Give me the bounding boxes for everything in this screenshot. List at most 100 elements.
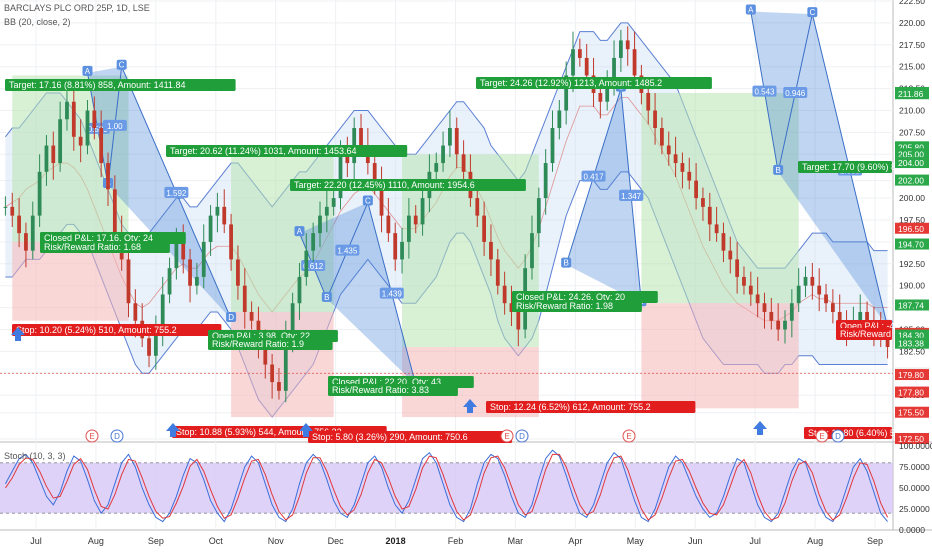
ratio-badge xyxy=(379,287,404,299)
price-tag[interactable] xyxy=(895,148,929,160)
price-tag[interactable] xyxy=(895,433,929,444)
trade-label: Target: 20.62 (11.24%) 1031, Amount: 145… xyxy=(170,146,356,156)
trade-label: Target: 17.70 (9.60%) 885 xyxy=(802,162,906,172)
candle-body xyxy=(236,259,240,286)
trade-label: Risk/Reward Ratio: 1.98 xyxy=(516,301,613,311)
candle-body xyxy=(3,206,8,208)
candle-body xyxy=(30,215,35,251)
time-tick-label: Jul xyxy=(30,536,42,546)
pattern-point-marker xyxy=(321,291,332,302)
stoch-d-line xyxy=(5,453,889,521)
candle-body xyxy=(564,75,569,111)
candle-body xyxy=(195,276,199,286)
pattern-point-label: A xyxy=(748,6,754,15)
earnings-marker-icon[interactable] xyxy=(815,429,829,443)
candle-body xyxy=(865,311,869,321)
candle-body xyxy=(304,250,309,277)
candle-body xyxy=(748,285,753,295)
price-tick-label: 197.50 xyxy=(899,215,925,225)
candle-body xyxy=(577,49,582,58)
price-axis[interactable]: 222.50220.00217.50215.00212.50210.00207.… xyxy=(0,0,929,444)
candle-body xyxy=(208,215,213,242)
candle-body xyxy=(707,206,712,225)
candle-body xyxy=(742,276,746,286)
price-tick-label: 182.50 xyxy=(899,346,925,356)
candle-body xyxy=(810,276,815,286)
candle-body xyxy=(885,338,890,348)
dividend-marker-icon[interactable] xyxy=(515,429,529,443)
candle-body xyxy=(386,215,391,234)
pattern-point-marker xyxy=(294,226,305,237)
pattern-point-marker xyxy=(362,195,373,206)
long-entry-arrow-icon xyxy=(299,423,313,437)
ratio-badge xyxy=(102,119,127,131)
price-tag[interactable] xyxy=(895,222,929,234)
time-tick-label: May xyxy=(627,536,645,546)
price-tag-value: 172.50 xyxy=(898,434,924,444)
candle-body xyxy=(783,320,787,330)
candle-body xyxy=(550,128,555,164)
price-tick-label: 210.00 xyxy=(899,106,925,116)
pattern-point-marker xyxy=(82,65,93,76)
earnings-marker-icon[interactable] xyxy=(622,429,636,443)
price-tag[interactable] xyxy=(895,299,929,311)
candle-body xyxy=(502,285,507,304)
price-tick-label: 220.00 xyxy=(899,18,925,28)
candle-body xyxy=(263,347,268,365)
trade-label: Closed P&L: 17.16, Qty: 24 xyxy=(44,233,153,243)
price-tick-label: 215.00 xyxy=(899,62,925,72)
ratio-label: 1.347 xyxy=(621,192,642,201)
candle-body xyxy=(618,40,623,58)
price-tag[interactable] xyxy=(895,238,929,250)
pattern-point-label: B xyxy=(324,293,329,302)
candle-body xyxy=(803,276,808,286)
trade-label: Stop: 5.80 (3.26%) 290, Amount: 750.6 xyxy=(312,432,468,442)
price-tag[interactable] xyxy=(895,174,929,186)
price-tag[interactable] xyxy=(895,88,929,100)
earnings-marker-icon[interactable] xyxy=(85,429,99,443)
candle-body xyxy=(557,110,562,129)
dividend-marker-icon[interactable] xyxy=(831,429,845,443)
price-tag-value: 194.70 xyxy=(898,240,924,250)
trade-label-box xyxy=(208,338,333,350)
price-tag-value: 204.00 xyxy=(898,158,924,168)
long-entry-arrow-icon xyxy=(11,327,25,341)
price-tag[interactable] xyxy=(895,406,929,418)
dividend-marker-icon[interactable] xyxy=(110,429,124,443)
trade-label-box xyxy=(486,401,696,413)
price-tag[interactable] xyxy=(895,386,929,398)
stoch-tick-label: 25.0000 xyxy=(899,504,930,514)
price-tag-value: 196.50 xyxy=(898,224,924,234)
candle-body xyxy=(420,198,425,225)
trade-label: Open P&L: 3.98, Qty: 22 xyxy=(212,331,310,341)
price-tag[interactable] xyxy=(895,329,929,341)
candle-body xyxy=(817,285,822,295)
trade-label-box xyxy=(12,324,222,336)
price-tag[interactable] xyxy=(895,369,929,381)
candle-body xyxy=(646,92,651,111)
candle-body xyxy=(126,259,131,304)
price-tag[interactable] xyxy=(895,337,929,349)
time-axis[interactable]: Jul Aug Sep Oct Nov Dec 2018 Feb Mar Apr May Jun Jul… xyxy=(30,536,883,546)
ratio-label: 0.417 xyxy=(584,173,605,182)
candle-body xyxy=(830,303,835,312)
price-tag-value: 187.74 xyxy=(898,300,924,310)
candle-body xyxy=(290,303,295,339)
trade-label: Risk/Reward Ratio: 1.9 xyxy=(212,339,304,349)
trade-label: Target: 17.16 (8.81%) 858, Amount: 1411.… xyxy=(9,80,185,90)
candle-body xyxy=(85,110,90,146)
candle-body xyxy=(735,259,740,277)
candle-body xyxy=(359,128,363,146)
candle-body xyxy=(605,84,610,102)
candle-body xyxy=(65,101,69,120)
candle-body xyxy=(755,294,760,304)
time-tick-label: Apr xyxy=(568,536,582,546)
price-tag[interactable] xyxy=(895,157,929,169)
candle-body xyxy=(701,198,705,207)
earnings-marker-icon[interactable] xyxy=(500,429,514,443)
candle-body xyxy=(530,233,534,269)
price-tag[interactable] xyxy=(895,141,929,153)
candle-body xyxy=(694,180,698,199)
candle-body xyxy=(58,119,63,164)
